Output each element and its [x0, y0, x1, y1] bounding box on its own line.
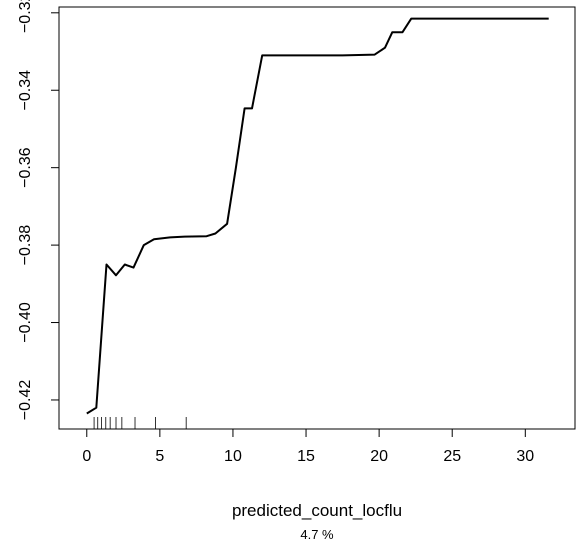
x-tick-label: 5: [155, 448, 164, 465]
rug-marks: [93, 417, 187, 429]
y-tick-label: −0.34: [17, 70, 34, 111]
y-tick-label: −0.42: [17, 380, 34, 421]
y-tick-label: −0.40: [17, 302, 34, 343]
x-tick-label: 10: [224, 448, 242, 465]
series-line: [86, 17, 549, 415]
x-axis-title: predicted_count_locflu: [232, 501, 402, 520]
y-tick-label: −0.38: [17, 225, 34, 266]
x-tick-label: 25: [443, 448, 461, 465]
x-tick-label: 0: [82, 448, 91, 465]
plot-frame: [58, 6, 576, 430]
y-tick-label: −0.36: [17, 147, 34, 188]
x-tick-label: 30: [516, 448, 534, 465]
chart-subtitle: 4.7 %: [300, 527, 334, 542]
y-tick-label: −0.32: [17, 0, 34, 33]
x-tick-label: 20: [370, 448, 388, 465]
y-axis: −0.42 −0.40 −0.38 −0.36 −0.34 −0.32: [17, 0, 59, 420]
x-axis: 0 5 10 15 20 25 30: [82, 429, 534, 465]
x-tick-label: 15: [297, 448, 315, 465]
